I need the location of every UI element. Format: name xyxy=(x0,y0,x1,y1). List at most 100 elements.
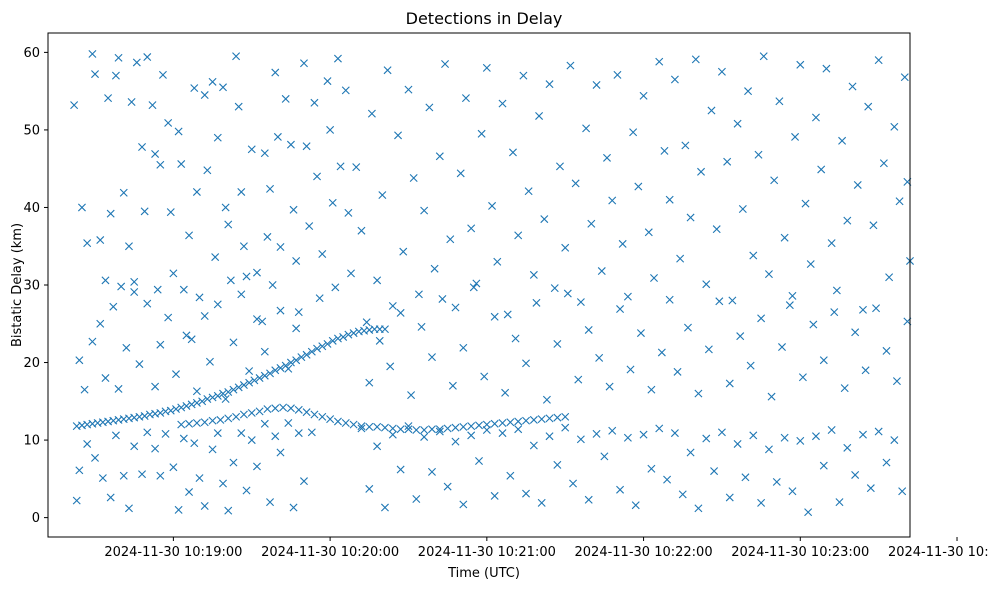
data-point-marker xyxy=(247,145,256,154)
data-point-marker xyxy=(247,408,256,417)
data-point-marker xyxy=(156,471,165,480)
data-point-marker xyxy=(213,429,222,438)
data-point-marker xyxy=(725,379,734,388)
data-point-marker xyxy=(511,334,520,343)
data-point-marker xyxy=(759,52,768,61)
data-point-marker xyxy=(106,493,115,502)
data-point-marker xyxy=(399,247,408,256)
data-point-marker xyxy=(208,445,217,454)
data-point-marker xyxy=(678,490,687,499)
data-point-marker xyxy=(822,64,831,73)
data-point-marker xyxy=(569,479,578,488)
data-point-marker xyxy=(216,415,225,424)
data-point-marker xyxy=(467,422,476,431)
data-point-marker xyxy=(576,435,585,444)
data-point-marker xyxy=(409,174,418,182)
data-point-marker xyxy=(600,452,609,461)
data-point-marker xyxy=(333,334,342,343)
data-point-marker xyxy=(451,437,460,446)
data-point-marker xyxy=(443,482,452,491)
data-point-marker xyxy=(111,431,120,440)
data-point-marker xyxy=(537,498,546,507)
data-point-marker xyxy=(451,423,460,432)
data-point-marker xyxy=(738,205,747,214)
data-point-marker xyxy=(237,290,246,299)
data-point-marker xyxy=(475,421,483,430)
data-point-marker xyxy=(772,477,781,486)
data-point-marker xyxy=(616,305,625,314)
data-point-marker xyxy=(477,129,486,138)
data-point-marker xyxy=(895,197,904,206)
data-point-marker xyxy=(848,82,857,91)
data-point-marker xyxy=(158,70,167,79)
data-point-marker xyxy=(446,235,455,244)
data-point-marker xyxy=(151,382,160,391)
data-point-marker xyxy=(529,441,538,450)
data-point-marker xyxy=(427,425,436,434)
data-point-marker xyxy=(636,329,645,338)
data-point-marker xyxy=(318,412,327,421)
data-point-marker xyxy=(835,498,844,507)
data-point-marker xyxy=(501,388,510,397)
data-point-marker xyxy=(185,231,194,240)
data-point-marker xyxy=(378,191,387,200)
data-point-marker xyxy=(663,475,672,484)
data-point-marker xyxy=(545,80,554,89)
data-point-marker xyxy=(407,391,416,400)
data-point-marker xyxy=(874,56,883,65)
data-point-marker xyxy=(219,479,228,488)
data-point-marker xyxy=(333,417,342,426)
data-point-marker xyxy=(469,283,478,292)
data-point-marker xyxy=(890,122,899,131)
data-point-marker xyxy=(467,431,476,440)
data-point-marker xyxy=(686,448,695,457)
data-point-marker xyxy=(712,225,721,234)
data-point-marker xyxy=(156,160,165,169)
data-point-marker xyxy=(276,243,285,251)
data-point-marker xyxy=(827,239,836,248)
data-point-marker xyxy=(733,439,742,448)
data-point-marker xyxy=(673,367,682,376)
data-point-marker xyxy=(532,298,541,307)
data-point-marker xyxy=(550,284,559,293)
data-point-marker xyxy=(838,136,847,145)
data-point-marker xyxy=(809,320,818,329)
data-point-marker xyxy=(435,427,444,436)
data-point-marker xyxy=(736,332,745,341)
data-point-marker xyxy=(670,429,679,438)
data-point-marker xyxy=(211,253,220,262)
data-point-marker xyxy=(98,474,107,483)
data-point-marker xyxy=(717,428,726,437)
data-point-marker xyxy=(582,124,591,133)
data-point-marker xyxy=(890,436,899,445)
data-point-marker xyxy=(404,422,413,431)
data-point-marker xyxy=(394,131,403,140)
data-point-marker xyxy=(190,84,199,93)
data-point-marker xyxy=(200,418,209,427)
data-point-marker xyxy=(138,470,147,479)
data-point-marker xyxy=(788,291,797,300)
data-point-marker xyxy=(851,328,860,337)
data-point-marker xyxy=(166,208,175,217)
data-point-marker xyxy=(221,203,230,212)
data-point-marker xyxy=(208,416,217,425)
data-point-marker xyxy=(623,433,632,442)
data-point-marker xyxy=(694,504,703,513)
data-point-marker xyxy=(83,239,92,248)
data-point-marker xyxy=(592,429,601,438)
data-point-marker xyxy=(365,422,374,431)
data-point-marker xyxy=(313,344,322,353)
data-point-marker xyxy=(396,465,405,474)
data-point-marker xyxy=(459,422,468,431)
data-point-marker xyxy=(788,487,797,496)
data-point-marker xyxy=(529,415,538,424)
data-point-marker xyxy=(584,325,593,334)
data-point-marker xyxy=(553,413,562,422)
data-point-marker xyxy=(310,98,319,107)
data-point-marker xyxy=(255,407,264,416)
data-point-marker xyxy=(811,113,820,122)
data-point-marker xyxy=(302,350,311,359)
data-point-marker xyxy=(686,213,695,222)
data-point-marker xyxy=(811,432,820,441)
data-point-marker xyxy=(130,277,139,286)
